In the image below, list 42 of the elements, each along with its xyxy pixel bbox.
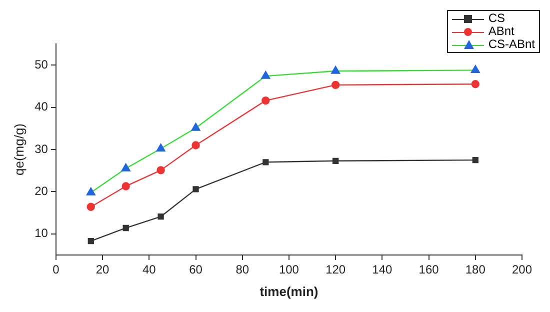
point: [471, 80, 480, 88]
point: [86, 187, 96, 196]
point: [192, 186, 199, 192]
y-tick-label: 40: [34, 100, 48, 114]
x-axis-title: time(min): [260, 284, 318, 299]
point: [122, 224, 129, 232]
point: [261, 70, 270, 79]
x-tick-label: 40: [142, 262, 156, 277]
point: [472, 156, 478, 164]
x-tick-label: 160: [418, 262, 440, 277]
point: [331, 66, 340, 74]
x-tick-label: 120: [326, 262, 346, 277]
x-tick-label: 200: [512, 262, 532, 277]
x-tick-label: 20: [96, 262, 110, 277]
y-tick-label: 20: [34, 184, 48, 198]
point: [158, 214, 164, 220]
point: [88, 238, 94, 244]
point: [262, 96, 270, 105]
y-tick-label: 50: [34, 57, 48, 72]
point: [86, 202, 95, 211]
point: [332, 158, 339, 164]
legend-label: ABnt: [488, 24, 514, 38]
x-tick-label: 100: [278, 262, 300, 277]
y-tick-label: 10: [34, 226, 48, 240]
x-tick-label: 140: [372, 262, 393, 277]
point: [156, 166, 165, 174]
x-tick-label: 60: [189, 262, 203, 277]
x-tick-label: 180: [465, 262, 486, 277]
x-tick-label: 0: [52, 262, 60, 277]
point: [331, 80, 340, 90]
point: [121, 163, 130, 172]
legend-label: CS: [488, 11, 505, 25]
point: [156, 144, 166, 152]
x-tick-label: 80: [236, 262, 250, 277]
point: [191, 122, 200, 131]
legend-label: CS-ABnt: [488, 37, 535, 51]
point: [262, 159, 269, 166]
y-axis-title: qe(mg/g): [11, 123, 26, 176]
point: [470, 65, 480, 74]
y-tick-label: 30: [34, 142, 48, 156]
point: [192, 141, 200, 150]
point: [122, 182, 130, 190]
